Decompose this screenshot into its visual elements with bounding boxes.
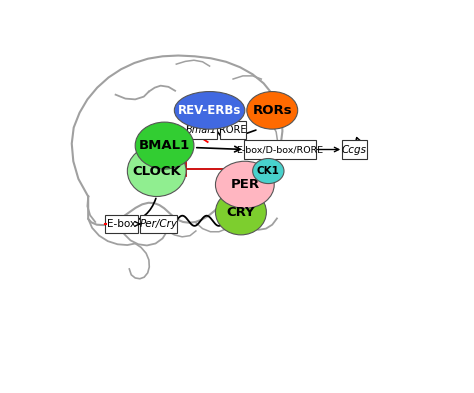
Ellipse shape bbox=[135, 122, 194, 169]
FancyBboxPatch shape bbox=[220, 121, 246, 139]
Text: REV-ERBs: REV-ERBs bbox=[178, 104, 241, 117]
FancyBboxPatch shape bbox=[140, 215, 177, 233]
Text: CRY: CRY bbox=[227, 206, 255, 219]
Text: BMAL1: BMAL1 bbox=[139, 139, 190, 152]
Ellipse shape bbox=[247, 92, 298, 129]
Text: Per/Cry: Per/Cry bbox=[140, 219, 178, 229]
Text: E-box: E-box bbox=[107, 219, 136, 229]
Text: CK1: CK1 bbox=[257, 166, 280, 176]
FancyBboxPatch shape bbox=[105, 215, 138, 233]
FancyBboxPatch shape bbox=[342, 141, 367, 158]
Text: RORE: RORE bbox=[219, 125, 247, 135]
FancyBboxPatch shape bbox=[244, 141, 316, 158]
Text: CLOCK: CLOCK bbox=[132, 165, 181, 178]
Ellipse shape bbox=[216, 189, 266, 235]
Text: Ccgs: Ccgs bbox=[342, 145, 367, 154]
Text: PER: PER bbox=[230, 178, 259, 191]
Text: RORs: RORs bbox=[253, 104, 292, 117]
Ellipse shape bbox=[128, 145, 186, 196]
Text: Bmal1: Bmal1 bbox=[186, 125, 218, 135]
Text: E-box/D-box/RORE: E-box/D-box/RORE bbox=[237, 145, 324, 154]
Ellipse shape bbox=[253, 158, 284, 184]
Ellipse shape bbox=[216, 161, 274, 208]
Ellipse shape bbox=[174, 92, 245, 129]
FancyBboxPatch shape bbox=[187, 121, 217, 139]
